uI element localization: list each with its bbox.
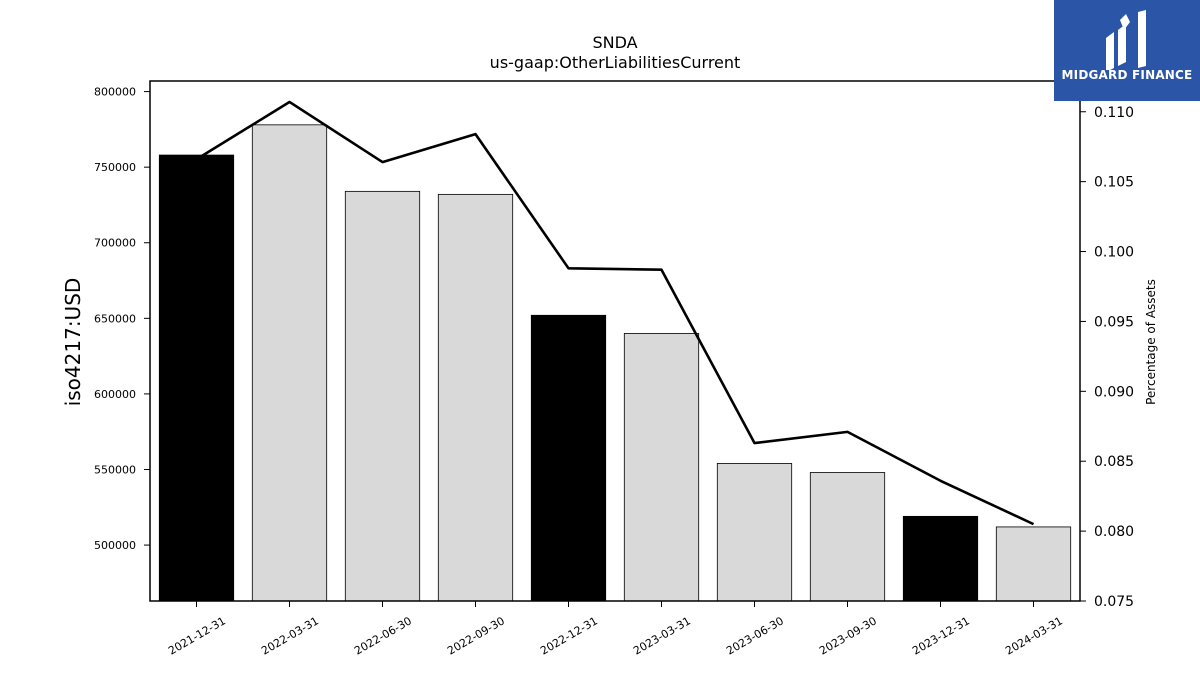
x-tick-label: 2022-06-30 <box>352 614 414 657</box>
y-tick-label: 700000 <box>94 237 136 250</box>
bar <box>251 124 328 602</box>
percent-line-series <box>195 100 1035 526</box>
y2-tick-label: 0.080 <box>1094 524 1134 540</box>
y2-tick-label: 0.075 <box>1094 594 1134 610</box>
y2-tick-label: 0.100 <box>1094 245 1134 261</box>
bar <box>902 515 979 602</box>
bar <box>530 314 607 602</box>
y-tick-label: 600000 <box>94 388 136 401</box>
y-tick-label: 800000 <box>94 86 136 99</box>
x-tick-label: 2023-12-31 <box>910 614 972 657</box>
y2-tick-label: 0.105 <box>1094 175 1134 191</box>
y2-tick-label: 0.095 <box>1094 314 1134 330</box>
brand-logo: MIDGARD FINANCE <box>1054 0 1200 101</box>
y-tick-label: 650000 <box>94 312 136 325</box>
x-tick-label: 2022-12-31 <box>538 614 600 657</box>
bar <box>158 154 235 602</box>
bar <box>344 190 421 602</box>
y2-tick-label: 0.085 <box>1094 454 1134 470</box>
y-tick-label: 500000 <box>94 539 136 552</box>
y-tick-label: 750000 <box>94 161 136 174</box>
chart-subtitle: us-gaap:OtherLiabilitiesCurrent <box>490 53 741 72</box>
plot-frame <box>149 80 1081 602</box>
x-tick-label: 2023-03-31 <box>631 614 693 657</box>
y2-tick-label: 0.090 <box>1094 384 1134 400</box>
x-tick-label: 2023-09-30 <box>817 614 879 657</box>
chart-title: SNDA <box>592 33 637 52</box>
bar <box>716 463 793 602</box>
y-axis-label: iso4217:USD <box>61 278 85 407</box>
logo-text: MIDGARD FINANCE <box>1061 68 1193 82</box>
x-tick-label: 2022-03-31 <box>259 614 321 657</box>
x-tick-label: 2023-06-30 <box>724 614 786 657</box>
y-tick-label: 550000 <box>94 463 136 476</box>
bar <box>809 472 886 602</box>
percent-line <box>195 100 1035 526</box>
bar <box>437 193 514 602</box>
bar <box>623 333 700 602</box>
y2-axis-label: Percentage of Assets <box>1144 279 1158 405</box>
x-tick-label: 2022-09-30 <box>445 614 507 657</box>
bar-series <box>158 124 1072 602</box>
x-tick-label: 2021-12-31 <box>166 614 228 657</box>
y2-tick-label: 0.110 <box>1094 105 1134 121</box>
bar <box>995 526 1072 602</box>
logo-icon <box>1106 10 1146 72</box>
x-tick-label: 2024-03-31 <box>1003 614 1065 657</box>
